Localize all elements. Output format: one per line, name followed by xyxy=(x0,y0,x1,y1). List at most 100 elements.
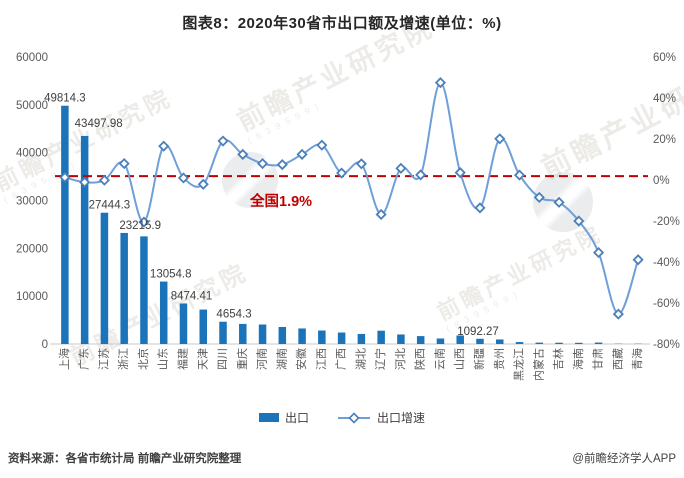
x-axis-label-新疆: 新疆 xyxy=(472,348,486,370)
x-axis-label-重庆: 重庆 xyxy=(235,348,249,370)
bar-value-label-浙江: 23215.9 xyxy=(119,220,161,232)
y-axis-left-tick: 10000 xyxy=(16,291,48,303)
growth-marker-青海 xyxy=(632,254,644,266)
x-axis-label-辽宁: 辽宁 xyxy=(373,348,387,370)
x-axis-label-吉林: 吉林 xyxy=(551,348,565,370)
bar-value-label-山东: 13054.8 xyxy=(150,269,192,281)
bar-山西 xyxy=(456,335,464,344)
y-axis-right-tick: -60% xyxy=(653,298,680,310)
growth-marker-重庆 xyxy=(237,148,249,160)
growth-marker-云南 xyxy=(434,77,447,89)
x-axis-label-江苏: 江苏 xyxy=(97,348,110,370)
bar-四川 xyxy=(219,321,227,344)
x-axis-label-内蒙古: 内蒙古 xyxy=(531,348,545,381)
growth-marker-江苏 xyxy=(98,174,110,186)
bar-value-label-福建: 8474.41 xyxy=(171,290,213,302)
x-axis-label-河南: 河南 xyxy=(256,348,269,370)
growth-marker-海南 xyxy=(573,215,585,227)
bar-内蒙古 xyxy=(535,342,544,344)
x-axis-label-云南: 云南 xyxy=(433,348,446,370)
bar-山东 xyxy=(159,281,168,344)
legend-label: 出口增速 xyxy=(377,411,426,425)
y-axis-right-tick: -80% xyxy=(653,339,680,351)
chart-legend: 出口 出口增速 xyxy=(0,409,684,426)
growth-marker-内蒙古 xyxy=(533,191,545,203)
y-axis-right-tick: 0% xyxy=(653,175,670,187)
x-axis-label-湖南: 湖南 xyxy=(275,348,288,370)
y-axis-right-tick: 60% xyxy=(653,52,676,64)
growth-marker-贵州 xyxy=(494,133,506,145)
growth-marker-北京 xyxy=(138,216,150,228)
growth-marker-广西 xyxy=(336,167,348,179)
x-axis-label-陕西: 陕西 xyxy=(413,348,427,370)
growth-marker-江西 xyxy=(316,139,328,151)
brand-note: @前瞻经济学人APP xyxy=(572,453,676,465)
bar-上海 xyxy=(61,105,69,345)
line-diamond-swatch-icon xyxy=(338,411,370,424)
x-axis-label-湖北: 湖北 xyxy=(354,348,367,370)
bar-吉林 xyxy=(555,342,563,344)
growth-marker-新疆 xyxy=(474,202,486,214)
bar-湖南 xyxy=(278,326,287,344)
bar-天津 xyxy=(199,309,207,344)
growth-marker-河南 xyxy=(256,158,269,170)
growth-marker-西藏 xyxy=(612,308,624,320)
bar-广东 xyxy=(80,135,89,344)
x-axis-label-山东: 山东 xyxy=(157,348,170,370)
growth-marker-广东 xyxy=(79,176,91,188)
bar-黑龙江 xyxy=(515,342,524,344)
x-axis-label-青海: 青海 xyxy=(630,348,644,370)
x-axis-label-山西: 山西 xyxy=(453,348,466,370)
x-axis-label-黑龙江: 黑龙江 xyxy=(513,348,526,381)
x-axis-label-河北: 河北 xyxy=(394,348,407,370)
growth-marker-甘肃 xyxy=(593,246,605,259)
bar-云南 xyxy=(436,338,445,344)
bar-贵州 xyxy=(496,339,504,344)
x-axis-label-贵州: 贵州 xyxy=(493,348,506,370)
y-axis-left-tick: 40000 xyxy=(16,148,48,160)
bar-北京 xyxy=(140,236,148,344)
growth-marker-湖北 xyxy=(355,158,367,170)
bar-重庆 xyxy=(239,323,247,344)
growth-marker-辽宁 xyxy=(375,208,387,221)
bar-福建 xyxy=(179,303,188,344)
y-axis-right-tick: -40% xyxy=(653,257,680,269)
bar-海南 xyxy=(575,342,583,344)
bar-陕西 xyxy=(416,336,425,344)
bar-value-label-广东: 43497.98 xyxy=(75,118,123,130)
legend-item-growth: 出口增速 xyxy=(337,409,425,426)
bar-value-label-四川: 4654.3 xyxy=(216,309,251,321)
y-axis-left-tick: 0 xyxy=(42,339,48,351)
bar-value-label-新疆: 1092.27 xyxy=(457,326,499,338)
bar-广西 xyxy=(337,332,346,344)
growth-marker-上海 xyxy=(59,171,71,183)
x-axis-label-福建: 福建 xyxy=(175,348,189,370)
growth-marker-浙江 xyxy=(118,158,130,170)
y-axis-right-tick: 40% xyxy=(653,93,676,105)
x-axis-label-海南: 海南 xyxy=(571,348,585,370)
x-axis-label-广东: 广东 xyxy=(78,348,91,370)
y-axis-left-tick: 30000 xyxy=(16,196,48,208)
source-note: 资料来源：各省市统计局 前瞻产业研究院整理 xyxy=(8,453,242,465)
bar-江西 xyxy=(318,330,326,344)
bar-湖北 xyxy=(357,333,366,344)
y-axis-left-tick: 20000 xyxy=(16,243,48,255)
x-axis-label-江西: 江西 xyxy=(315,348,328,370)
x-axis-label-西藏: 西藏 xyxy=(611,348,624,370)
bar-浙江 xyxy=(120,232,128,344)
growth-marker-福建 xyxy=(177,172,190,184)
bar-value-label-上海: 49814.3 xyxy=(44,93,86,105)
legend-item-export: 出口 xyxy=(258,409,309,426)
x-axis-label-上海: 上海 xyxy=(57,348,71,370)
bar-安徽 xyxy=(298,328,306,344)
bar-甘肃 xyxy=(594,342,603,344)
bar-swatch-icon xyxy=(258,413,279,422)
growth-marker-湖南 xyxy=(276,159,288,171)
growth-marker-河北 xyxy=(395,162,407,174)
growth-marker-天津 xyxy=(197,178,209,190)
page-title: 图表8：2020年30省市出口额及增速(单位：%) xyxy=(182,15,502,32)
x-axis-label-浙江: 浙江 xyxy=(117,348,130,370)
bar-河北 xyxy=(397,334,405,344)
national-growth-label: 全国1.9% xyxy=(249,192,312,210)
